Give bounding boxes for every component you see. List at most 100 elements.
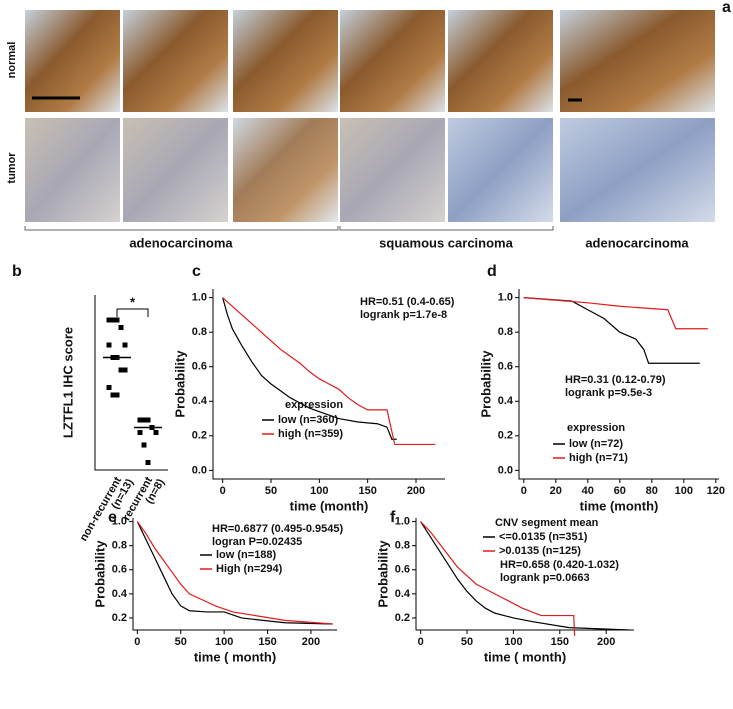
y-tick-label: 0.0 [498,464,513,476]
y-axis-title: Probability [478,350,493,418]
y-tick-label: 0.8 [395,540,410,552]
x-tick-label: 0 [134,636,140,648]
annotation: logran P=0.02435 [212,536,302,548]
panel-label: e [108,509,117,526]
x-tick-label: 60 [614,485,626,497]
image [560,10,715,112]
dot [118,325,124,330]
legend-label: High (n=294) [216,563,283,575]
legend-title: CNV segment mean [495,517,599,529]
y-tick-label: 0.2 [395,612,410,624]
y-tick-label: 0.4 [112,588,128,600]
x-tick-label: 50 [175,636,187,648]
image [560,118,715,222]
survival-curve [136,521,333,625]
annotation: logrank p=1.7e-8 [360,309,447,321]
x-tick-label: 0 [521,485,527,497]
x-tick-label: 150 [551,636,569,648]
group-label: adenocarcinoma [585,235,689,250]
dot [137,430,143,435]
y-tick-label: 0.6 [395,564,410,576]
axis [132,518,337,631]
x-tick-label: 100 [675,485,693,497]
legend-title: expression [285,399,343,411]
legend-label: high (n=359) [278,428,343,440]
legend-label: <=0.0135 (n=351) [499,531,588,543]
dot [106,385,112,390]
y-tick-label: 0.8 [498,326,513,338]
axis [518,289,719,480]
y-tick-label: 0.8 [112,540,127,552]
x-tick-label: 200 [597,636,615,648]
dot [141,417,147,423]
x-tick-label: 100 [310,485,328,497]
y-axis-title: Probability [92,540,107,608]
x-tick-label: 80 [646,485,658,497]
row-label: normal [6,42,18,79]
x-tick-label: 50 [265,485,277,497]
survival-curve [420,521,576,637]
panel-label: b [12,263,22,280]
significance: * [130,294,136,309]
significance-bracket [116,308,149,317]
image [123,118,228,222]
annotation: logrank p=0.0663 [500,572,590,584]
panel-label: a [722,0,731,16]
dot [145,460,151,465]
y-tick-label: 0.4 [192,395,208,407]
image [448,118,553,222]
x-tick-label: 120 [707,485,725,497]
y-tick-label: 0.6 [192,361,207,373]
legend-label: >0.0135 (n=125) [499,545,581,557]
group-label: squamous carcinoma [379,235,513,250]
row-label: tumor [6,152,18,184]
annotation: HR=0.658 (0.420-1.032) [500,559,619,571]
dot [137,417,143,423]
y-tick-label: 0.2 [192,430,207,442]
image [25,10,120,112]
x-tick-label: 0 [418,636,424,648]
y-tick-label: 0.0 [192,464,207,476]
image [340,118,445,222]
x-axis-title: time (month) [290,498,369,513]
survival-curve [136,521,333,625]
dot [110,392,116,398]
y-tick-label: 1.0 [192,292,207,304]
x-axis-title: time ( month) [484,649,566,664]
dot [110,317,116,323]
survival-curve [523,297,700,364]
dot [106,342,112,348]
x-tick-label: 0 [220,485,226,497]
panel-label: f [390,509,396,526]
axis [94,295,168,471]
x-tick-label: 40 [582,485,594,497]
legend-label: low (n=360) [278,414,339,426]
y-tick-label: 1.0 [498,292,513,304]
dot [145,417,151,423]
x-axis-title: time (month) [580,498,659,513]
x-tick-label: 150 [258,636,276,648]
x-tick-label: 200 [302,636,320,648]
image [340,10,445,112]
y-tick-label: 0.4 [395,588,411,600]
survival-curve [420,521,630,631]
survival-curve [523,297,708,330]
y-tick-label: 0.2 [112,612,127,624]
x-axis-title: time ( month) [194,649,276,664]
x-tick-label: 100 [215,636,233,648]
panel-label: d [487,263,497,280]
y-tick-label: 0.4 [498,395,514,407]
group-bracket [24,226,554,231]
dot [122,342,128,348]
legend-title: expression [567,422,625,434]
axis [415,518,634,631]
dot [106,317,112,323]
survival-curve [222,297,436,446]
image [233,118,338,222]
image [25,118,120,222]
image [123,10,228,112]
group-label: adenocarcinoma [129,235,233,250]
dot [122,367,128,373]
x-tick-label: 50 [461,636,473,648]
